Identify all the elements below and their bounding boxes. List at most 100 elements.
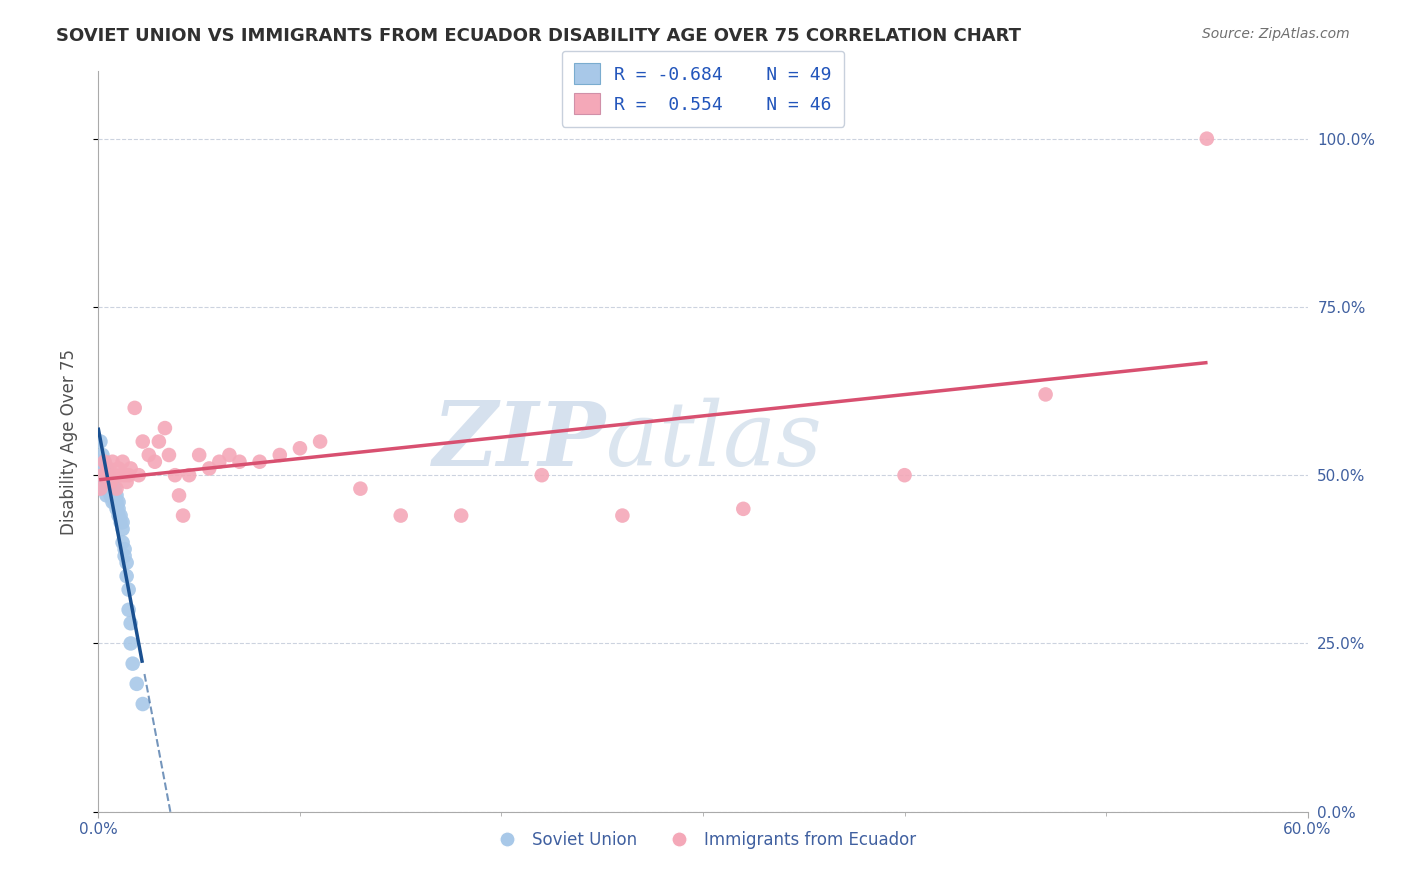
Point <box>96 488 118 502</box>
Point <box>96 468 118 483</box>
Point <box>118 468 141 483</box>
Point <box>89 468 111 483</box>
Point <box>105 488 128 502</box>
Point <box>100 488 122 502</box>
Point <box>105 482 128 496</box>
Point <box>124 401 146 415</box>
Point <box>111 455 134 469</box>
Point <box>101 455 124 469</box>
Point <box>107 495 129 509</box>
Point <box>120 616 142 631</box>
Point <box>96 468 118 483</box>
Point <box>115 475 138 489</box>
Point <box>89 482 111 496</box>
Point <box>110 508 132 523</box>
Point <box>101 482 124 496</box>
Point <box>288 442 311 456</box>
Text: ZIP: ZIP <box>433 399 606 484</box>
Point <box>138 448 160 462</box>
Point <box>110 516 132 530</box>
Point <box>110 468 132 483</box>
Point <box>93 482 115 496</box>
Point <box>157 448 180 462</box>
Point <box>96 461 118 475</box>
Point <box>91 468 114 483</box>
Point <box>530 468 553 483</box>
Point <box>93 455 115 469</box>
Point <box>125 677 148 691</box>
Point <box>100 475 122 489</box>
Point <box>132 697 155 711</box>
Point <box>93 475 115 489</box>
Point <box>114 468 136 483</box>
Point <box>114 542 136 557</box>
Point <box>218 448 240 462</box>
Point <box>143 455 166 469</box>
Point <box>115 569 138 583</box>
Point <box>114 549 136 563</box>
Point <box>198 461 221 475</box>
Point <box>103 488 125 502</box>
Point <box>115 556 138 570</box>
Point <box>120 461 142 475</box>
Point <box>93 455 115 469</box>
Point <box>103 468 125 483</box>
Point <box>389 508 412 523</box>
Point <box>97 482 120 496</box>
Point <box>893 468 915 483</box>
Point <box>89 455 111 469</box>
Point <box>93 468 115 483</box>
Point <box>179 468 201 483</box>
Point <box>228 455 250 469</box>
Point <box>249 455 271 469</box>
Point <box>107 508 129 523</box>
Point <box>167 488 190 502</box>
Point <box>733 501 755 516</box>
Text: atlas: atlas <box>606 398 823 485</box>
Point <box>148 434 170 449</box>
Point <box>103 482 125 496</box>
Point <box>111 535 134 549</box>
Point <box>100 475 122 489</box>
Point <box>107 461 129 475</box>
Point <box>1195 131 1218 145</box>
Point <box>188 448 211 462</box>
Point <box>111 522 134 536</box>
Legend: Soviet Union, Immigrants from Ecuador: Soviet Union, Immigrants from Ecuador <box>484 824 922 855</box>
Point <box>269 448 291 462</box>
Point <box>118 603 141 617</box>
Text: SOVIET UNION VS IMMIGRANTS FROM ECUADOR DISABILITY AGE OVER 75 CORRELATION CHART: SOVIET UNION VS IMMIGRANTS FROM ECUADOR … <box>56 27 1021 45</box>
Point <box>118 582 141 597</box>
Point <box>103 495 125 509</box>
Point <box>121 657 143 671</box>
Point <box>101 475 124 489</box>
Point <box>172 508 194 523</box>
Point <box>91 448 114 462</box>
Point <box>91 468 114 483</box>
Text: Source: ZipAtlas.com: Source: ZipAtlas.com <box>1202 27 1350 41</box>
Y-axis label: Disability Age Over 75: Disability Age Over 75 <box>59 349 77 534</box>
Point <box>100 482 122 496</box>
Point <box>97 468 120 483</box>
Point <box>97 461 120 475</box>
Point <box>107 501 129 516</box>
Point <box>309 434 332 449</box>
Point <box>1035 387 1057 401</box>
Point <box>105 495 128 509</box>
Point <box>163 468 186 483</box>
Point <box>208 455 231 469</box>
Point <box>101 495 124 509</box>
Point <box>91 475 114 489</box>
Point <box>96 475 118 489</box>
Point <box>612 508 634 523</box>
Point <box>97 475 120 489</box>
Point <box>153 421 176 435</box>
Point <box>89 434 111 449</box>
Point <box>128 468 150 483</box>
Point <box>450 508 472 523</box>
Point <box>120 636 142 650</box>
Point <box>105 501 128 516</box>
Point <box>349 482 371 496</box>
Point <box>132 434 155 449</box>
Point <box>111 516 134 530</box>
